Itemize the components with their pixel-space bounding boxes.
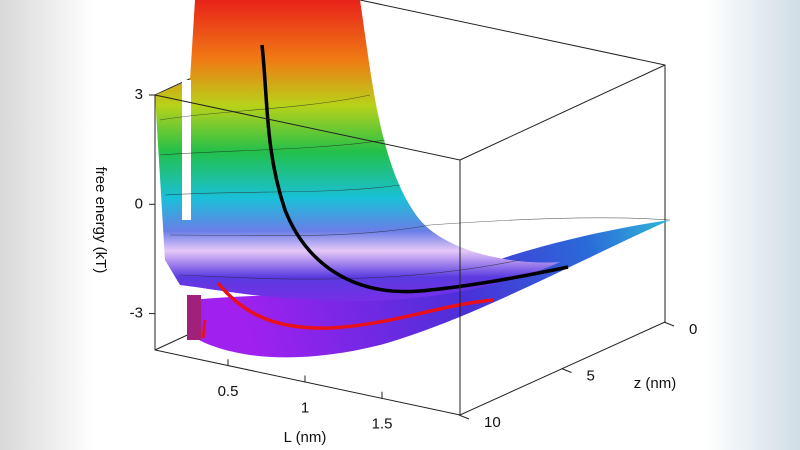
y-tick: [458, 414, 470, 420]
y-tick-label: 5: [587, 367, 595, 384]
y-tick-label: 0: [689, 321, 697, 338]
z-axis-label: free energy (kT): [92, 167, 109, 274]
backdrop-right: [705, 0, 800, 450]
z-tick-label: 0: [135, 195, 143, 212]
surface: [155, 0, 671, 358]
x-tick-label: 0.5: [218, 383, 239, 400]
z-tick-label: -3: [130, 305, 143, 322]
y-tick-label: 10: [484, 414, 501, 431]
y-axis-label: z (nm): [634, 375, 677, 392]
y-tick: [561, 368, 572, 373]
backdrop-left: [0, 0, 95, 450]
x-tick-label: 1.5: [372, 416, 393, 433]
y-tick: [663, 321, 675, 327]
z-tick-label: 3: [135, 86, 143, 103]
x-tick-label: 1: [301, 399, 309, 416]
x-axis-label: L (nm): [284, 429, 327, 446]
